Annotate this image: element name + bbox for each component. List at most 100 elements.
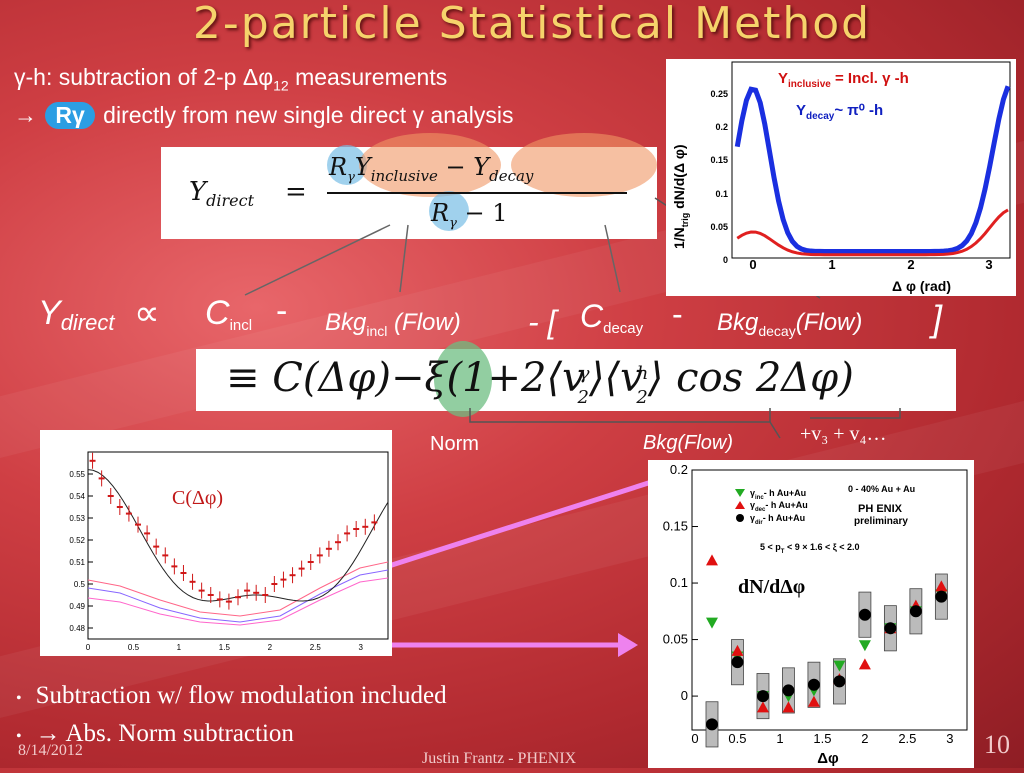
xtick: 2 xyxy=(907,257,914,272)
dndphi-label: dN/dΔφ xyxy=(738,576,805,598)
dir-point xyxy=(782,684,795,697)
ytick: 0.1 xyxy=(670,575,688,590)
eq1-denominator: Rγ − 1 xyxy=(431,199,508,231)
equation-ydirect: Ydirect = RγYinclusive − Ydecay Rγ − 1 xyxy=(161,133,657,239)
xtick: 3 xyxy=(359,643,364,652)
dec-point xyxy=(756,701,769,713)
legend-decay: Ydecay~ π⁰ -h xyxy=(796,102,883,122)
ytick: 0.48 xyxy=(69,624,85,633)
dir-point xyxy=(858,608,871,621)
xi-highlight xyxy=(434,341,492,417)
ytick: 0 xyxy=(723,255,728,265)
ytick: 0.52 xyxy=(69,536,85,545)
bracket-line xyxy=(469,408,781,439)
connector-line-1 xyxy=(244,224,391,296)
fraction-bar xyxy=(327,192,627,194)
pink-arrow-1 xyxy=(344,475,665,583)
ytick: 0.51 xyxy=(69,558,85,567)
formula-c-decay: Cdecay xyxy=(580,298,644,337)
xtick: 2 xyxy=(268,643,273,652)
phenix-logo: PH ENIX xyxy=(858,503,903,515)
dir-point xyxy=(756,690,769,703)
bkg-flow-label: Bkg(Flow) xyxy=(643,432,734,454)
centrality-label: 0 - 40% Au + Au xyxy=(848,484,915,494)
eq1-equals: = xyxy=(285,177,307,207)
intro-text-end: measurements xyxy=(288,64,448,90)
bullet-1: • Subtraction w/ flow modulation included xyxy=(16,682,447,709)
arrow-icon: → xyxy=(14,102,44,128)
ytick: 0.15 xyxy=(663,519,688,534)
formula-minus-bracket: - [ xyxy=(528,304,557,340)
dir-point xyxy=(884,622,897,635)
connector-line-3 xyxy=(604,224,621,293)
legend-inc-text: γinc- h Au+Au xyxy=(750,488,806,501)
slide-title: 2-particle Statistical Method xyxy=(192,0,872,49)
legend-dec-text: γdec- h Au+Au xyxy=(750,500,808,513)
footer-author: Justin Frantz - PHENIX xyxy=(422,750,577,767)
dec-point xyxy=(807,695,820,707)
ytick: 0.1 xyxy=(715,189,728,199)
dec-point xyxy=(935,580,948,592)
bullet-2: • → Abs. Norm subtraction xyxy=(16,720,294,747)
xtick: 1.5 xyxy=(813,731,831,746)
ytick: 0 xyxy=(681,688,688,703)
dir-point xyxy=(935,590,948,603)
xtick: 3 xyxy=(946,731,953,746)
dec-point xyxy=(782,701,795,713)
intro-line-2: → Rγ directly from new single direct γ a… xyxy=(14,102,514,129)
x-axis-label: Δ φ (rad) xyxy=(892,278,951,294)
legend-dec-marker xyxy=(735,501,745,509)
xtick: 0.5 xyxy=(728,731,746,746)
dndphi-plot: 0.2 0.15 0.1 0.05 0 0 0.5 1 1.5 2 2.5 3 Δφ γinc- h… xyxy=(663,462,968,767)
dir-point xyxy=(705,718,718,731)
xtick: 3 xyxy=(985,257,992,272)
dndphi-plot-panel: 0.2 0.15 0.1 0.05 0 0 0.5 1 1.5 2 2.5 3 Δφ γinc- h… xyxy=(648,460,974,768)
ytick: 0.54 xyxy=(69,492,85,501)
ytick: 0.2 xyxy=(715,122,728,132)
inc-point xyxy=(705,617,718,629)
footer-date: 8/14/2012 xyxy=(18,742,83,759)
ytick: 0.49 xyxy=(69,602,85,611)
ytick: 0.55 xyxy=(69,470,85,479)
c-dphi-points xyxy=(89,452,378,610)
dir-point xyxy=(731,656,744,669)
inc-point xyxy=(858,640,871,652)
delta-phi: Δφ xyxy=(242,64,274,90)
formula-minus-3: - xyxy=(672,296,683,332)
r-gamma-bubble: Rγ xyxy=(45,102,95,129)
yield-plot: 0.25 0.2 0.15 0.1 0.05 0 0 1 2 3 Δ φ (ra… xyxy=(671,61,1011,294)
c-dphi-label: C(Δφ) xyxy=(172,487,223,509)
ytick: 0.53 xyxy=(69,514,85,523)
formula-y-direct: Ydirect xyxy=(38,294,115,335)
dec-point xyxy=(705,554,718,566)
legend-inc-marker xyxy=(735,489,745,497)
cuts-label: 5 < pT < 9 × 1.6 < ξ < 2.0 xyxy=(760,542,860,555)
dir-point xyxy=(807,678,820,691)
legend-inclusive: Yinclusive = Incl. γ -h xyxy=(778,70,909,90)
dec-point xyxy=(858,658,871,670)
formula-close-bracket: ] xyxy=(932,298,943,339)
bkg-line-1 xyxy=(87,577,389,626)
ytick: 0.15 xyxy=(710,155,728,165)
norm-label: Norm xyxy=(430,433,479,455)
ytick: 0.25 xyxy=(710,89,728,99)
legend-dir-marker xyxy=(736,514,744,522)
ytick: 0.05 xyxy=(710,222,728,232)
formula-bkg-incl: Bkgincl (Flow) xyxy=(325,309,461,339)
eq2-text: ≡ C(Δφ)−ξ(1+2⟨vγ2⟩⟨vh2⟩ cos 2Δφ) xyxy=(226,355,854,408)
intro-text: γ-h: subtraction of 2-p xyxy=(14,64,243,90)
inclusive-series xyxy=(734,85,1011,254)
xtick: 1 xyxy=(177,643,182,652)
legend-dir-text: γdir- h Au+Au xyxy=(750,513,805,526)
correlation-plot: 0.550.540.530.520.510.50.490.48 0 0.5 1 1.5… xyxy=(69,451,389,652)
ytick: 0.2 xyxy=(670,462,688,477)
intro-text-2: directly from new single direct γ analys… xyxy=(96,102,514,128)
bkg-line-3 xyxy=(87,561,389,617)
equation-flow: ≡ C(Δφ)−ξ(1+2⟨vγ2⟩⟨vh2⟩ cos 2Δφ) xyxy=(196,341,956,417)
xtick: 2.5 xyxy=(310,643,322,652)
page-number: 10 xyxy=(984,730,1010,759)
bkg-line-2 xyxy=(87,569,389,623)
xtick: 1.5 xyxy=(219,643,231,652)
fit-curve xyxy=(87,469,389,602)
formula-bkg-decay: Bkgdecay(Flow) xyxy=(717,309,863,339)
